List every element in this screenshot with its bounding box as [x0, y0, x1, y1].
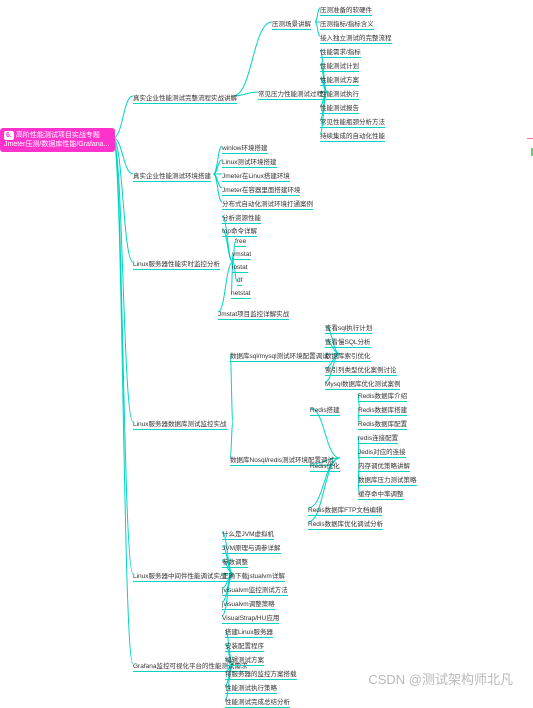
mindmap-node[interactable]: netstat [231, 290, 251, 299]
side-marker [527, 130, 533, 160]
mindmap-node[interactable]: top命令详解 [222, 225, 257, 237]
mindmap-node[interactable]: 将服务器的监控方案搭载 [225, 668, 297, 680]
mindmap-node[interactable]: 搭建Linux服务器 [225, 626, 273, 638]
mindmap-node[interactable]: Redis数据库介绍 [358, 390, 407, 402]
branch-node[interactable]: 真实企业性能测试完整流程实战讲解 [133, 92, 237, 104]
mindmap-node[interactable]: 常见性能瓶颈分析方法 [320, 116, 385, 128]
mindmap-node[interactable]: 接入独立测试的完整流程 [320, 32, 392, 44]
mindmap-node[interactable]: 索引列类型优化案例讨论 [325, 364, 397, 376]
mindmap-node[interactable]: 性能测试计划 [320, 60, 359, 72]
mindmap-node[interactable]: 性能测试报告 [320, 102, 359, 114]
mindmap-node[interactable]: jvisualvm调整策略 [222, 598, 275, 610]
mindmap-node[interactable]: 查看慢SQL分析 [325, 336, 371, 348]
mindmap-node[interactable]: 数据库索引优化 [325, 350, 371, 362]
branch-node[interactable]: Linux服务器数据库测试监控实战 [133, 418, 227, 430]
branch-node[interactable]: Linux服务器中间件性能调试实战 [133, 570, 227, 582]
mindmap-node[interactable]: jvisualvm监控测试方法 [222, 584, 288, 596]
mindmap-node[interactable]: 正确下载jstualvm详解 [222, 570, 285, 582]
mindmap-node[interactable]: vmstat [232, 251, 251, 260]
mindmap-node[interactable]: 常见压力性能测试过程 [258, 88, 323, 100]
mindmap-node[interactable]: 压测场景讲解 [272, 18, 311, 30]
mindmap-node[interactable]: 持续集成的自动化性能 [320, 130, 385, 142]
mindmap-node[interactable]: Jmstat项目监控详解实战 [218, 308, 289, 320]
mindmap-node[interactable]: 数据库sql/mysql测试环境配置调试 [230, 350, 329, 362]
mindmap-node[interactable]: VisualStrap/HU应用 [222, 612, 279, 624]
mindmap-node[interactable]: 分布式自动化测试环境打通案例 [222, 198, 313, 210]
mindmap-node[interactable]: Jmeter在Linux搭建环境 [222, 170, 290, 182]
mindmap-node[interactable]: Jmeter在容器里面搭建环境 [222, 184, 300, 196]
mindmap-node[interactable]: 安装配置程序 [225, 640, 264, 652]
watermark-text: CSDN @测试架构师北凡 [368, 669, 513, 688]
mindmap-node[interactable]: Redis数据库搭建 [358, 404, 407, 416]
mindmap-node[interactable]: redis连接配置 [358, 432, 398, 444]
mindmap-node[interactable]: Redis搭建 [310, 404, 340, 416]
mindmap-node[interactable]: iostat [232, 264, 248, 273]
mindmap-node[interactable]: 性能测试执行策略 [225, 682, 277, 694]
mindmap-node[interactable]: Redis数据库FTP文档编辑 [308, 504, 382, 516]
mindmap-node[interactable]: df [237, 277, 242, 286]
mindmap-node[interactable]: 压测准备的软硬件 [320, 4, 372, 16]
branch-node[interactable]: Linux服务器性能实时监控分析 [133, 258, 220, 270]
mindmap-canvas: 6.高阶性能测试项目实战专题 Jmeter压测/数据库性能/Grafana...… [0, 0, 533, 706]
branch-node[interactable]: 真实企业性能测试环境搭建 [133, 170, 211, 182]
mindmap-node[interactable]: winlow环境搭建 [222, 142, 268, 154]
mindmap-node[interactable]: Redis数据库配置 [358, 418, 407, 430]
mindmap-node[interactable]: 编辑测试方案 [225, 654, 264, 666]
mindmap-node[interactable]: 什么是JVM虚拟机 [222, 528, 274, 540]
mindmap-node[interactable]: Redis优化 [310, 460, 340, 472]
mindmap-node[interactable]: 缓存命中率调整 [358, 488, 404, 500]
mindmap-node[interactable]: 性能需求/指标 [320, 46, 361, 58]
mindmap-node[interactable]: 性能测试方案 [320, 74, 359, 86]
mindmap-node[interactable]: Linux测试环境搭建 [222, 156, 277, 168]
mindmap-node[interactable]: 查看sql执行计划 [325, 322, 372, 334]
mindmap-node[interactable]: 分析资源性能 [222, 212, 261, 224]
mindmap-node[interactable]: free [235, 238, 246, 247]
root-title: 高阶性能测试项目实战专题 Jmeter压测/数据库性能/Grafana... [4, 132, 109, 148]
root-number: 6. [4, 131, 14, 140]
mindmap-node[interactable]: 性能测试执行 [320, 88, 359, 100]
mindmap-node[interactable]: Mysql数据库优化测试案例 [325, 378, 400, 390]
root-node[interactable]: 6.高阶性能测试项目实战专题 Jmeter压测/数据库性能/Grafana... [0, 128, 115, 152]
mindmap-node[interactable]: JVM原理与调参详解 [222, 542, 281, 554]
mindmap-node[interactable]: 性能测试完成总结分析 [225, 696, 290, 708]
mindmap-node[interactable]: 内存调优策略讲解 [358, 460, 410, 472]
mindmap-node[interactable]: Jedis对应的连接 [358, 446, 406, 458]
mindmap-node[interactable]: 数据库压力测试策略 [358, 474, 417, 486]
mindmap-node[interactable]: 压测指标/指标含义 [320, 18, 374, 30]
mindmap-node[interactable]: 参数调整 [222, 556, 248, 568]
mindmap-node[interactable]: Redis数据库优化调试分析 [308, 518, 383, 530]
